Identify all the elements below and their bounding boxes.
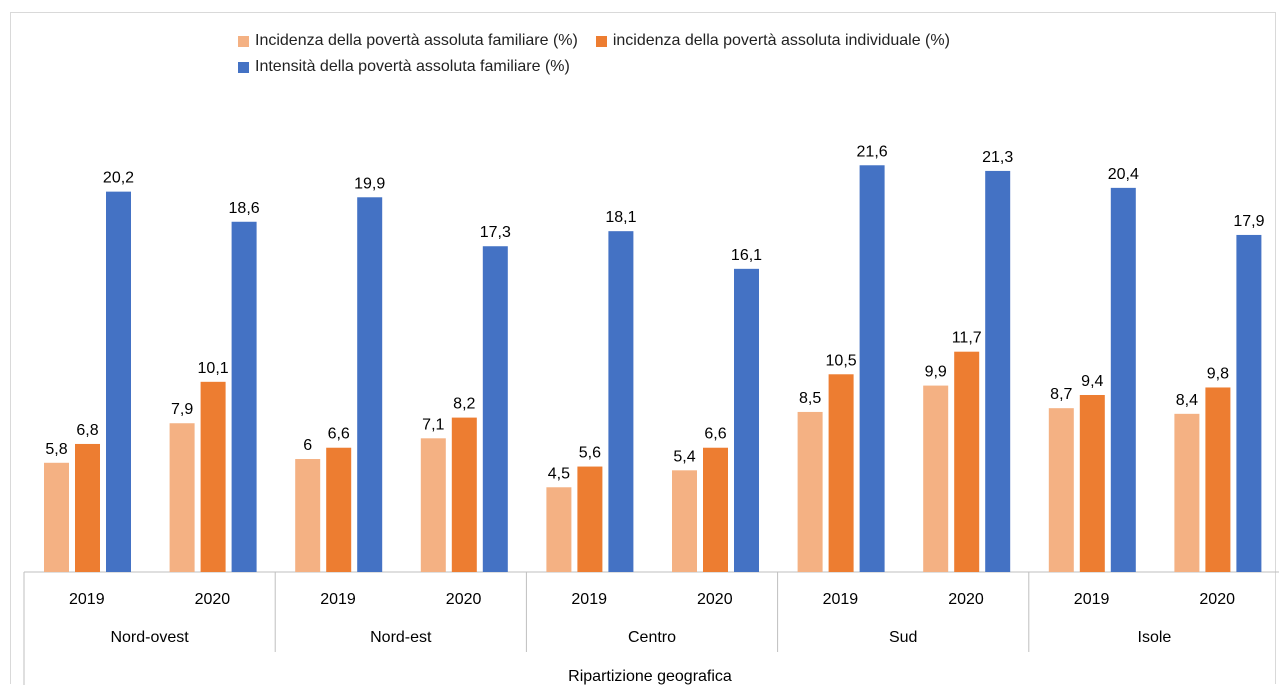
data-label-sud-2019-s2: 21,6: [857, 143, 888, 160]
bar-isole-2019-s1: [1079, 394, 1105, 572]
data-label-isole-2019-s1: 9,4: [1081, 373, 1103, 390]
bar-sud-2019-s1: [828, 374, 854, 572]
data-label-nord-ovest-2019-s0: 5,8: [45, 441, 67, 458]
bar-nord-ovest-2020-s1: [200, 381, 226, 572]
data-label-nord-est-2020-s0: 7,1: [422, 416, 444, 433]
legend-swatch-incidenza-familiare: [238, 35, 249, 47]
data-label-nord-est-2019-s0: 6: [303, 437, 312, 454]
legend-label-intensita-familiare: Intensità della povertà assoluta familia…: [255, 58, 570, 75]
data-label-isole-2020-s1: 9,8: [1207, 365, 1229, 382]
legend: Incidenza della povertà assoluta familia…: [238, 28, 1138, 80]
year-label-nord-ovest-2019: 2019: [69, 591, 105, 608]
bar-nord-ovest-2019-s1: [75, 443, 100, 572]
year-label-sud-2020: 2020: [948, 591, 984, 608]
group-label-centro: Centro: [628, 629, 676, 646]
year-label-centro-2020: 2020: [697, 591, 733, 608]
data-label-isole-2019-s0: 8,7: [1050, 386, 1072, 403]
data-label-nord-est-2019-s1: 6,6: [328, 426, 350, 443]
data-label-centro-2019-s1: 5,6: [579, 445, 601, 462]
data-label-centro-2020-s0: 5,4: [673, 448, 695, 465]
bar-sud-2020-s1: [954, 351, 980, 572]
data-label-nord-ovest-2020-s2: 18,6: [229, 200, 260, 217]
group-label-sud: Sud: [889, 629, 917, 646]
bar-nord-ovest-2020-s2: [231, 221, 257, 572]
bar-centro-2020-s2: [734, 268, 759, 572]
data-label-sud-2020-s1: 11,7: [952, 330, 982, 347]
bar-nord-ovest-2019-s0: [44, 462, 69, 572]
group-label-nord-est: Nord-est: [370, 629, 432, 646]
bar-sud-2020-s0: [923, 385, 949, 572]
data-label-isole-2020-s2: 17,9: [1233, 213, 1264, 230]
bar-isole-2020-s0: [1174, 413, 1200, 572]
bar-centro-2019-s1: [577, 466, 603, 572]
bar-sud-2019-s0: [797, 411, 823, 572]
bar-isole-2020-s1: [1205, 387, 1231, 572]
bar-nord-ovest-2020-s0: [169, 423, 195, 572]
year-label-sud-2019: 2019: [823, 591, 859, 608]
data-label-sud-2019-s0: 8,5: [799, 390, 821, 407]
year-label-isole-2020: 2020: [1199, 591, 1235, 608]
data-label-isole-2019-s2: 20,4: [1108, 166, 1139, 183]
bar-sud-2020-s2: [985, 170, 1011, 572]
data-label-sud-2019-s1: 10,5: [826, 352, 857, 369]
legend-item-incidenza-familiare: Incidenza della povertà assoluta familia…: [238, 32, 578, 50]
data-label-centro-2020-s1: 6,6: [704, 426, 726, 443]
year-label-nord-ovest-2020: 2020: [195, 591, 231, 608]
year-label-nord-est-2019: 2019: [320, 591, 356, 608]
data-label-nord-ovest-2020-s0: 7,9: [171, 401, 193, 418]
legend-item-incidenza-individuale: incidenza della povertà assoluta individ…: [595, 32, 950, 50]
group-label-isole: Isole: [1138, 629, 1172, 646]
data-label-nord-est-2019-s2: 19,9: [354, 175, 385, 192]
data-label-nord-est-2020-s2: 17,3: [480, 224, 511, 241]
legend-label-incidenza-familiare: Incidenza della povertà assoluta familia…: [255, 32, 578, 49]
year-label-nord-est-2020: 2020: [446, 591, 482, 608]
bar-nord-est-2019-s2: [357, 197, 383, 572]
legend-label-incidenza-individuale: incidenza della povertà assoluta individ…: [612, 32, 950, 49]
data-label-sud-2020-s2: 21,3: [982, 149, 1013, 166]
year-label-centro-2019: 2019: [571, 591, 607, 608]
bar-nord-est-2020-s0: [420, 438, 446, 572]
legend-item-intensita-familiare: Intensità della povertà assoluta familia…: [238, 58, 570, 76]
x-axis-title: Ripartizione geografica: [568, 668, 732, 685]
bar-nord-est-2020-s2: [482, 246, 508, 572]
legend-swatch-intensita-familiare: [238, 61, 249, 73]
bar-isole-2019-s0: [1048, 408, 1074, 572]
data-label-centro-2020-s2: 16,1: [731, 247, 762, 264]
data-label-centro-2019-s2: 18,1: [605, 209, 636, 226]
data-label-nord-ovest-2019-s2: 20,2: [103, 170, 134, 187]
bar-isole-2020-s2: [1236, 234, 1262, 572]
bar-isole-2019-s2: [1110, 187, 1136, 573]
chart-area: [10, 12, 1276, 684]
bar-centro-2019-s0: [546, 487, 572, 572]
bar-nord-est-2020-s1: [451, 417, 477, 572]
legend-swatch-incidenza-individuale: [595, 35, 607, 47]
bar-centro-2020-s1: [703, 447, 728, 572]
year-label-isole-2019: 2019: [1074, 591, 1110, 608]
bar-centro-2019-s2: [608, 231, 634, 572]
data-label-nord-est-2020-s1: 8,2: [453, 396, 475, 413]
data-label-isole-2020-s0: 8,4: [1176, 392, 1198, 409]
data-label-nord-ovest-2019-s1: 6,8: [76, 422, 98, 439]
data-label-sud-2020-s0: 9,9: [925, 364, 947, 381]
bar-centro-2020-s0: [672, 470, 697, 572]
data-label-nord-ovest-2020-s1: 10,1: [198, 360, 229, 377]
data-label-centro-2019-s0: 4,5: [548, 465, 570, 482]
group-label-nord-ovest: Nord-ovest: [110, 629, 189, 646]
bar-nord-est-2019-s1: [326, 447, 352, 572]
bar-sud-2019-s2: [859, 165, 885, 572]
bar-nord-ovest-2019-s2: [106, 191, 131, 572]
bar-nord-est-2019-s0: [295, 459, 321, 572]
